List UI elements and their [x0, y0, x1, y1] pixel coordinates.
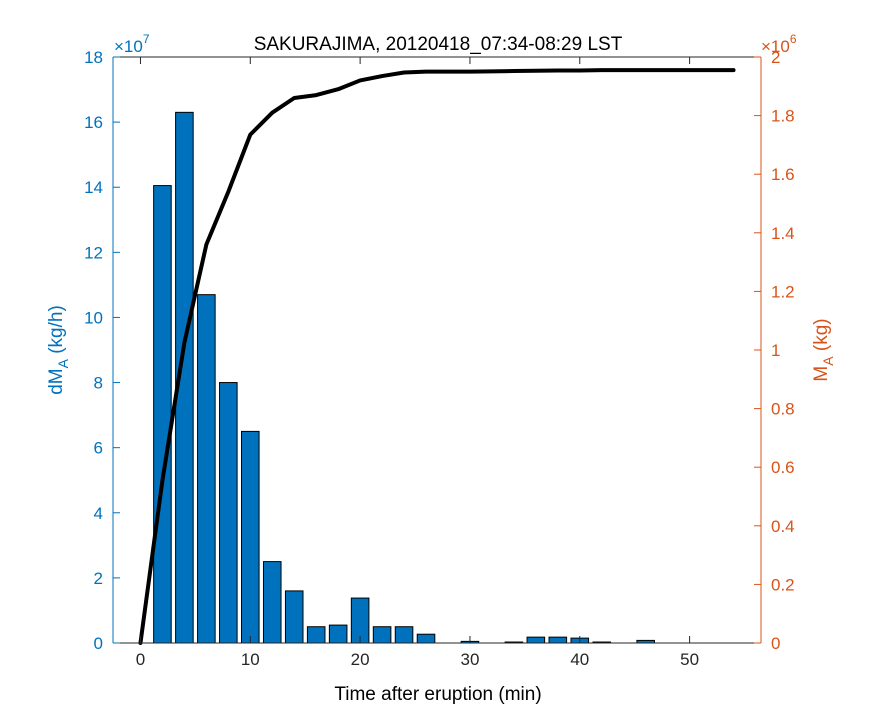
bar [372, 626, 392, 644]
left-axis-exponent: ×107 [114, 32, 150, 56]
right-axis-exponent: ×106 [761, 32, 797, 56]
chart-title: SAKURAJIMA, 20120418_07:34-08:29 LST [254, 34, 623, 55]
left-tick-label: 8 [94, 374, 103, 393]
left-tick-label: 0 [94, 634, 103, 653]
right-axis-ticks: 0 0.2 0.4 0.6 0.8 1 1.2 1.4 1.6 1.8 2 [754, 48, 795, 653]
right-tick-label: 1.4 [771, 224, 795, 243]
x-tick-label: 40 [570, 650, 589, 669]
right-tick-label: 0 [771, 634, 780, 653]
bar [197, 294, 216, 644]
x-tick-label: 10 [241, 650, 260, 669]
left-tick-label: 18 [84, 48, 103, 67]
x-axis-ticks: 0 10 20 30 40 50 [136, 57, 699, 669]
x-axis-label: Time after eruption (min) [334, 684, 541, 705]
left-label-subscript: A [55, 358, 71, 368]
x-tick-label: 30 [460, 650, 479, 669]
bar [219, 382, 238, 644]
bar [262, 561, 282, 644]
left-tick-label: 16 [84, 113, 103, 132]
bar [548, 636, 568, 644]
right-exponent-base: ×10 [761, 37, 790, 56]
right-tick-label: 1 [771, 341, 780, 360]
left-label-unit: (kg/h) [46, 305, 67, 359]
bar-series [153, 111, 655, 644]
right-tick-label: 1.8 [771, 107, 795, 126]
right-y-axis-label: MA (kg) [811, 318, 836, 381]
right-tick-label: 1.2 [771, 282, 795, 301]
bar [306, 626, 326, 644]
bar [394, 626, 414, 644]
left-tick-label: 4 [94, 504, 103, 523]
left-y-axis-label: dMA (kg/h) [46, 305, 71, 395]
x-tick-label: 0 [136, 650, 145, 669]
bar [284, 590, 304, 644]
x-tick-label: 50 [680, 650, 699, 669]
bar [416, 633, 436, 644]
right-label-main: M [811, 366, 832, 382]
bar [241, 430, 260, 644]
left-label-main: dM [46, 368, 67, 394]
cumulative-mass-line [138, 68, 736, 645]
right-tick-label: 1.6 [771, 165, 795, 184]
left-exponent-base: ×10 [114, 37, 143, 56]
right-label-unit: (kg) [811, 318, 832, 356]
left-exponent-power: 7 [143, 32, 150, 46]
left-axis-ticks: 0 2 4 6 8 10 12 14 16 18 [84, 48, 120, 653]
right-tick-label: 0.2 [771, 575, 795, 594]
right-tick-label: 0.6 [771, 458, 795, 477]
right-tick-label: 2 [771, 48, 780, 67]
bar [328, 624, 348, 644]
line-series-layer [138, 68, 736, 645]
bar [526, 636, 546, 644]
right-tick-label: 0.8 [771, 400, 795, 419]
left-tick-label: 12 [84, 243, 103, 262]
right-label-subscript: A [820, 356, 836, 366]
left-tick-label: 10 [84, 308, 103, 327]
left-tick-label: 2 [94, 569, 103, 588]
bar [153, 185, 172, 644]
x-tick-label: 20 [351, 650, 370, 669]
right-tick-label: 0.4 [771, 517, 795, 536]
left-tick-label: 14 [84, 178, 103, 197]
left-tick-label: 6 [94, 439, 103, 458]
right-exponent-power: 6 [790, 32, 797, 46]
